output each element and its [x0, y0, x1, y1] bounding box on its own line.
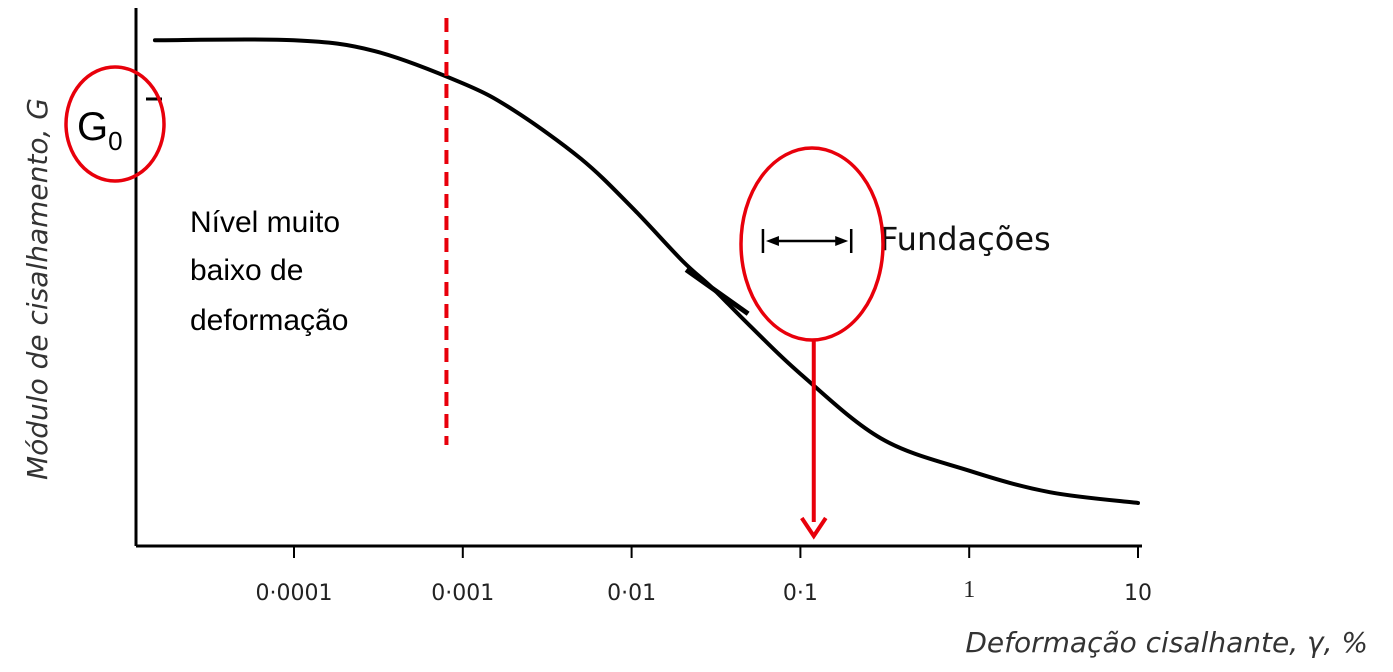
x-axis-title: Deformação cisalhante, γ, %: [965, 626, 1368, 659]
x-tick-label: 0·1: [783, 581, 818, 606]
x-ticks: 0·0001 0·001 0·01 0·1 1 10: [256, 546, 1152, 606]
x-tick-label: 0·001: [431, 581, 494, 606]
g0-subscript: 0: [108, 126, 122, 156]
g0-label: G0: [77, 105, 123, 156]
curve-group: [152, 37, 1140, 505]
foundations-range-arrowhead-left: [765, 236, 779, 246]
foundations-label: Fundações: [880, 220, 1051, 258]
x-tick-label: 10: [1124, 581, 1152, 606]
foundations-range-arrowhead-right: [835, 236, 849, 246]
x-tick-label: 0·01: [607, 581, 656, 606]
x-tick-label: 1: [963, 577, 975, 603]
very-low-strain-line-1: Nível muito: [190, 206, 340, 239]
x-tick-label: 0·0001: [256, 581, 333, 606]
very-low-strain-line-2: baixo de: [190, 254, 303, 287]
g0-letter: G: [77, 105, 108, 149]
dynamic-marks: [444, 18, 853, 540]
modulus-curve: [152, 37, 1140, 505]
g0-highlight-circle: [64, 65, 166, 183]
tangent-mark: [684, 267, 750, 316]
foundations-down-arrow-head: [800, 516, 828, 540]
annotations: G0 Nível muito baixo de deformação Funda…: [21, 65, 1368, 659]
y-axis-title: Módulo de cisalhamento, G: [21, 98, 54, 480]
very-low-strain-line-3: deformação: [190, 304, 348, 337]
